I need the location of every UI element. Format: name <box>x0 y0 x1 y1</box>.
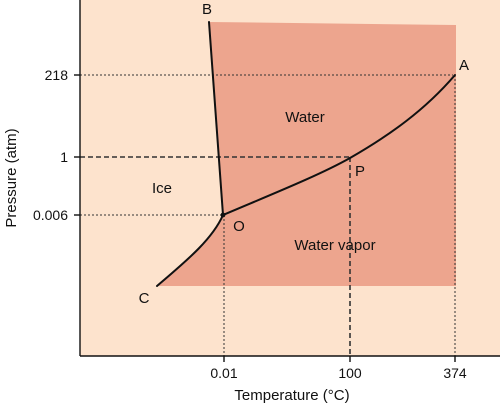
phase-curves <box>156 21 456 287</box>
region-label-ice: Ice <box>152 180 172 197</box>
region-label-vapor: Water vapor <box>294 237 375 254</box>
point-label-B: B <box>202 1 212 18</box>
triple-point-marker <box>220 212 226 218</box>
point-label-C: C <box>139 290 150 307</box>
guide-lines-dashed <box>80 156 351 356</box>
y-tick-label-0006: 0.006 <box>33 207 68 223</box>
x-tick-label-100: 100 <box>338 365 362 381</box>
y-tick-label-218: 218 <box>45 67 69 83</box>
liquid-vapor-region <box>157 22 456 286</box>
x-tick-label-374: 374 <box>443 365 467 381</box>
x-tick-label-001: 0.01 <box>210 365 237 381</box>
guide-lines <box>80 74 456 356</box>
fusion-curve-OB <box>208 21 224 216</box>
point-label-O: O <box>233 218 245 235</box>
tick-marks <box>74 74 456 362</box>
region-label-water: Water <box>285 109 324 126</box>
y-tick-label-1: 1 <box>60 149 68 165</box>
point-label-A: A <box>459 57 469 74</box>
axes <box>79 0 500 357</box>
vaporization-curve-OA <box>222 74 456 216</box>
sublimation-curve-OC <box>156 214 224 287</box>
x-axis-title: Temperature (°C) <box>234 387 349 404</box>
y-axis-title: Pressure (atm) <box>3 128 20 227</box>
point-label-P: P <box>355 163 365 180</box>
